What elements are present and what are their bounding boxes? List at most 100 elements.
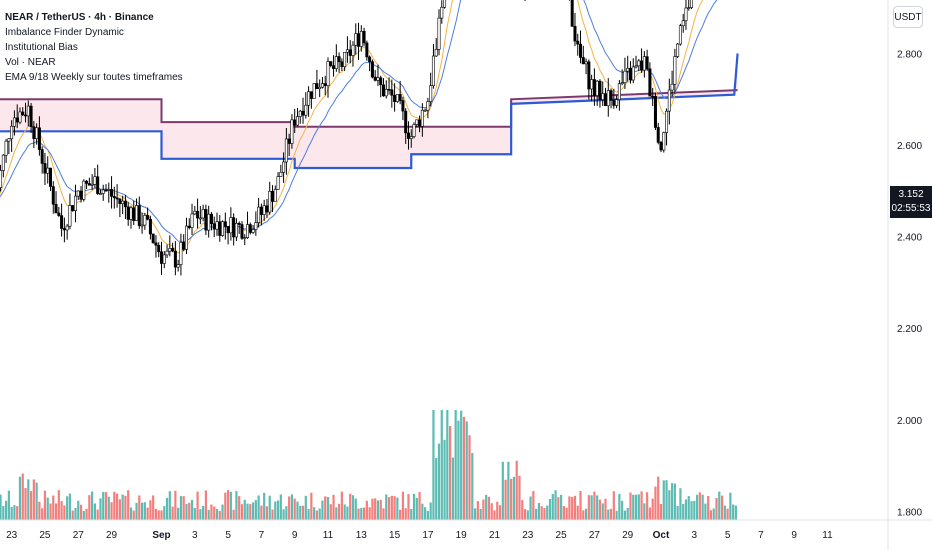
candle-body bbox=[365, 42, 369, 58]
volume-bar bbox=[449, 426, 452, 520]
time-tick-label: 5 bbox=[225, 530, 231, 541]
volume-bar bbox=[288, 496, 291, 520]
volume-bar bbox=[296, 501, 299, 520]
volume-bar bbox=[193, 508, 196, 520]
volume-bar bbox=[251, 502, 255, 520]
volume-bar bbox=[535, 508, 538, 520]
volume-bar bbox=[263, 492, 266, 520]
volume-bar bbox=[343, 504, 346, 520]
candle-body bbox=[606, 90, 610, 107]
time-tick-label: 27 bbox=[73, 530, 85, 541]
volume-bar bbox=[304, 495, 307, 520]
candle-body bbox=[359, 31, 363, 47]
candle-body bbox=[284, 138, 288, 163]
volume-bar bbox=[96, 509, 99, 520]
volume-bar bbox=[579, 491, 582, 520]
volume-bar bbox=[712, 508, 715, 520]
candle-body bbox=[282, 161, 286, 173]
candle-body bbox=[51, 186, 55, 205]
volume-bar bbox=[659, 503, 663, 520]
candle-body bbox=[146, 215, 150, 220]
volume-bar bbox=[379, 499, 382, 520]
indicator-volume[interactable]: Vol · NEAR bbox=[5, 57, 56, 68]
volume-bar bbox=[496, 501, 499, 520]
indicator-institutional-bias[interactable]: Institutional Bias bbox=[5, 42, 78, 53]
candle-body bbox=[653, 96, 657, 128]
candle-body bbox=[623, 70, 627, 83]
candle-body bbox=[98, 193, 102, 195]
volume-bar bbox=[540, 506, 543, 520]
volume-bar bbox=[249, 504, 252, 520]
price-axis[interactable]: 3.8003.6003.4003.2003.0002.8002.6002.400… bbox=[887, 0, 922, 550]
volume-bar bbox=[82, 510, 85, 520]
volume-bar bbox=[279, 494, 282, 520]
candle-body bbox=[82, 180, 86, 200]
candle-body bbox=[215, 221, 219, 230]
symbol-title[interactable]: NEAR / TetherUS · 4h · Binance bbox=[5, 12, 154, 23]
candle-body bbox=[357, 33, 361, 47]
time-tick-label: 15 bbox=[389, 530, 401, 541]
candle-body bbox=[662, 132, 666, 151]
candle-body bbox=[176, 264, 180, 268]
volume-bar bbox=[196, 491, 199, 520]
candle-body bbox=[165, 250, 169, 256]
volume-bar bbox=[218, 510, 221, 520]
volume-bar bbox=[265, 506, 269, 520]
volume-bar bbox=[609, 508, 613, 520]
volume-bar bbox=[60, 501, 63, 520]
volume-bar bbox=[229, 491, 232, 520]
indicator-imbalance-finder[interactable]: Imbalance Finder Dynamic bbox=[5, 27, 124, 38]
volume-bar bbox=[584, 508, 588, 520]
candle-body bbox=[681, 20, 685, 26]
volume-bar bbox=[515, 460, 518, 520]
candle-body bbox=[634, 65, 638, 68]
volume-bar bbox=[18, 476, 22, 520]
volume-bar bbox=[668, 490, 671, 520]
candle-body bbox=[254, 222, 258, 230]
volume-bar bbox=[121, 494, 124, 520]
candle-body bbox=[368, 56, 372, 63]
currency-button[interactable]: USDT bbox=[893, 6, 923, 28]
candle-body bbox=[173, 250, 177, 268]
volume-bar bbox=[462, 416, 466, 520]
volume-bar bbox=[268, 495, 271, 520]
volume-bar bbox=[46, 497, 49, 520]
volume-bar bbox=[2, 506, 5, 520]
volume-bar bbox=[626, 507, 629, 520]
candle-body bbox=[226, 226, 230, 234]
volume-bar bbox=[307, 509, 310, 520]
volume-bar bbox=[412, 493, 416, 520]
volume-bar bbox=[618, 493, 621, 520]
volume-bar bbox=[157, 510, 160, 520]
volume-bar bbox=[437, 443, 441, 520]
candle-body bbox=[48, 167, 52, 187]
candle-body bbox=[398, 94, 402, 101]
candle-body bbox=[640, 60, 644, 71]
volume-bar bbox=[74, 507, 77, 520]
candle-body bbox=[576, 40, 580, 45]
time-tick-label: 7 bbox=[259, 530, 265, 541]
candle-body bbox=[409, 136, 413, 139]
volume-bar bbox=[698, 492, 701, 520]
volume-bar bbox=[329, 504, 332, 520]
volume-bar bbox=[526, 510, 529, 520]
candle-body bbox=[198, 217, 202, 220]
time-tick-label: 21 bbox=[489, 530, 501, 541]
volume-bar bbox=[238, 496, 241, 520]
candle-body bbox=[262, 205, 266, 215]
volume-bar bbox=[107, 496, 110, 520]
candle-body bbox=[251, 229, 255, 233]
time-axis[interactable]: 23 25 27 29 Sep 3 5 7 9 11 13 15 17 19 21 23 25 27 29 Oct 3 5… bbox=[0, 519, 932, 541]
candle-body bbox=[234, 223, 238, 238]
candle-body bbox=[298, 110, 302, 117]
time-tick-label: 29 bbox=[106, 530, 118, 541]
candle-body bbox=[329, 61, 333, 66]
indicator-ema[interactable]: EMA 9/18 Weekly sur toutes timeframes bbox=[5, 72, 183, 83]
volume-bar bbox=[468, 435, 471, 520]
candle-body bbox=[121, 200, 125, 204]
volume-bar bbox=[532, 490, 535, 520]
candle-body bbox=[96, 176, 100, 194]
time-tick-label: 23 bbox=[522, 530, 534, 541]
volume-bar bbox=[654, 486, 657, 520]
